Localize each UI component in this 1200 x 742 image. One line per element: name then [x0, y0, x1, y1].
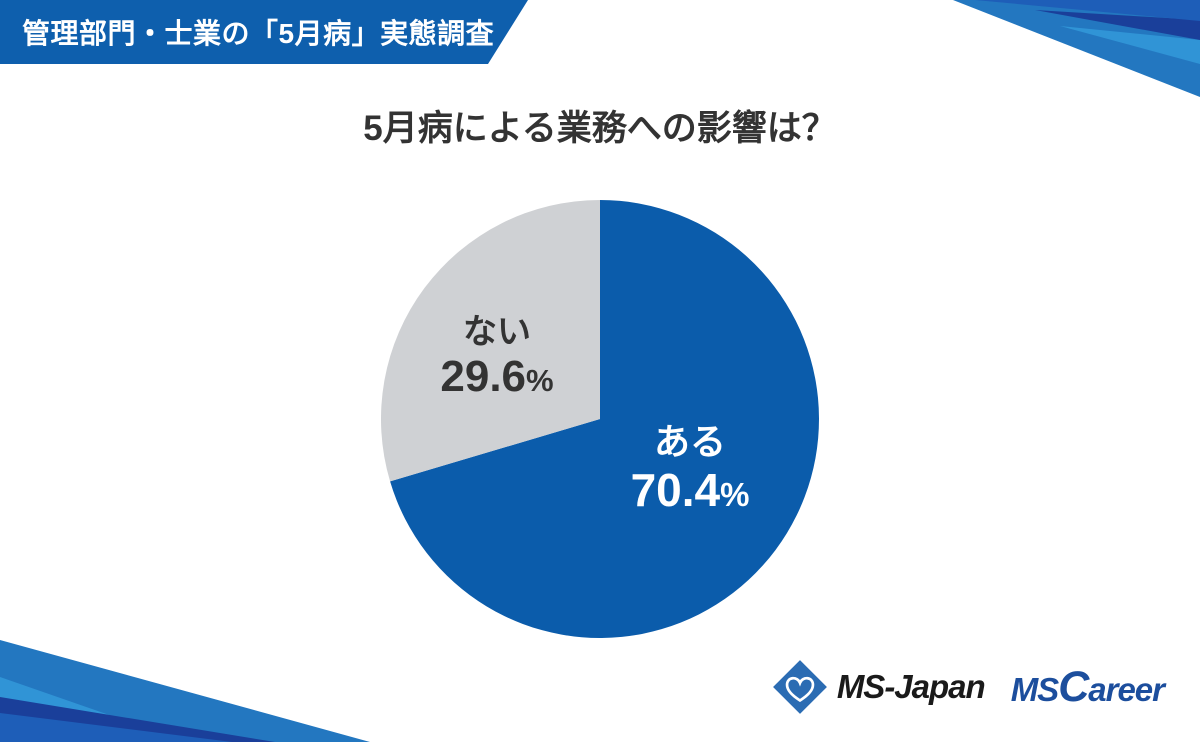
- percent-sign: %: [526, 363, 554, 398]
- pie-label-nai: ない 29.6%: [407, 312, 587, 406]
- footer-logos: MS-Japan MSCareer: [771, 658, 1165, 716]
- ms-career-ms: MS: [1010, 670, 1059, 708]
- percent-sign: %: [720, 476, 750, 513]
- ms-career-logo: MSCareer: [1010, 662, 1165, 712]
- decor-band-royal: [0, 713, 232, 742]
- ms-career-areer: areer: [1088, 670, 1165, 708]
- pie-slice-name: ない: [463, 313, 531, 351]
- pie-slice-value-number: 29.6: [440, 352, 527, 401]
- pie-chart: [381, 200, 819, 638]
- pie-slice-aru: [390, 200, 819, 638]
- ms-japan-wordmark: MS-Japan: [836, 668, 986, 705]
- corner-decoration-top-right: [953, 0, 1200, 97]
- pie-slice-nai: [381, 200, 600, 482]
- decor-band-navy: [1035, 10, 1200, 40]
- decor-band-light: [0, 677, 115, 717]
- pie-slice-value: 70.4%: [600, 464, 780, 521]
- survey-badge: 管理部門・士業の「5月病」実態調査: [0, 0, 528, 64]
- pie-slice-value: 29.6%: [407, 352, 587, 406]
- pie-label-aru: ある 70.4%: [600, 420, 780, 521]
- pie-slice-value-number: 70.4: [630, 464, 721, 516]
- ms-japan-diamond-heart-icon: [772, 660, 827, 714]
- corner-decoration-bottom-left: [0, 640, 370, 742]
- decor-band-light: [1060, 26, 1200, 64]
- chart-title: 5月病による業務への影響は？: [363, 109, 837, 148]
- ms-japan-logo: MS-Japan: [771, 658, 986, 716]
- pie-slice-name: ある: [653, 421, 726, 462]
- survey-badge-label: 管理部門・士業の「5月病」実態調査: [22, 18, 495, 49]
- decor-band-royal: [975, 0, 1200, 21]
- ms-career-c: C: [1058, 662, 1089, 711]
